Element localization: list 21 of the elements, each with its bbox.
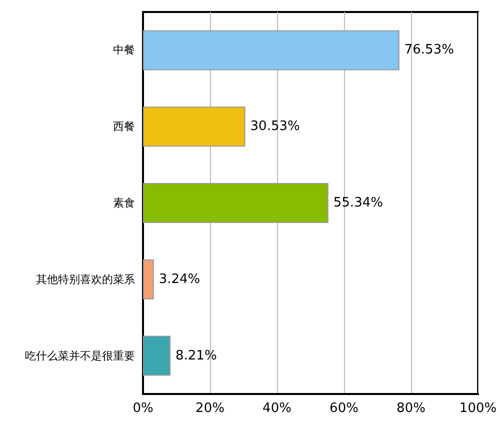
y-tick-label: 素食	[113, 196, 135, 210]
bar	[143, 106, 246, 147]
bar	[143, 30, 400, 70]
data-label: 8.21%	[176, 348, 217, 364]
x-tick-label: 20%	[196, 401, 224, 416]
bar	[143, 259, 154, 300]
y-tick-label: 中餐	[113, 44, 135, 57]
x-tick-label: 80%	[396, 401, 426, 416]
y-tick-label: 其他特别喜欢的菜系	[36, 272, 135, 286]
bar	[143, 183, 328, 223]
y-tick-label: 西餐	[113, 120, 135, 134]
data-label: 30.53%	[250, 119, 300, 134]
data-label: 3.24%	[158, 272, 200, 287]
bar	[143, 336, 171, 376]
x-tick-label: 60%	[330, 401, 358, 416]
data-label: 76.53%	[404, 42, 454, 58]
data-label: 55.34%	[333, 196, 383, 210]
x-tick-label: 100%	[459, 401, 497, 416]
x-tick-label: 0%	[132, 401, 154, 416]
x-tick-label: 40%	[262, 401, 292, 416]
y-tick-label: 吃什么菜并不是很重要	[25, 349, 135, 362]
